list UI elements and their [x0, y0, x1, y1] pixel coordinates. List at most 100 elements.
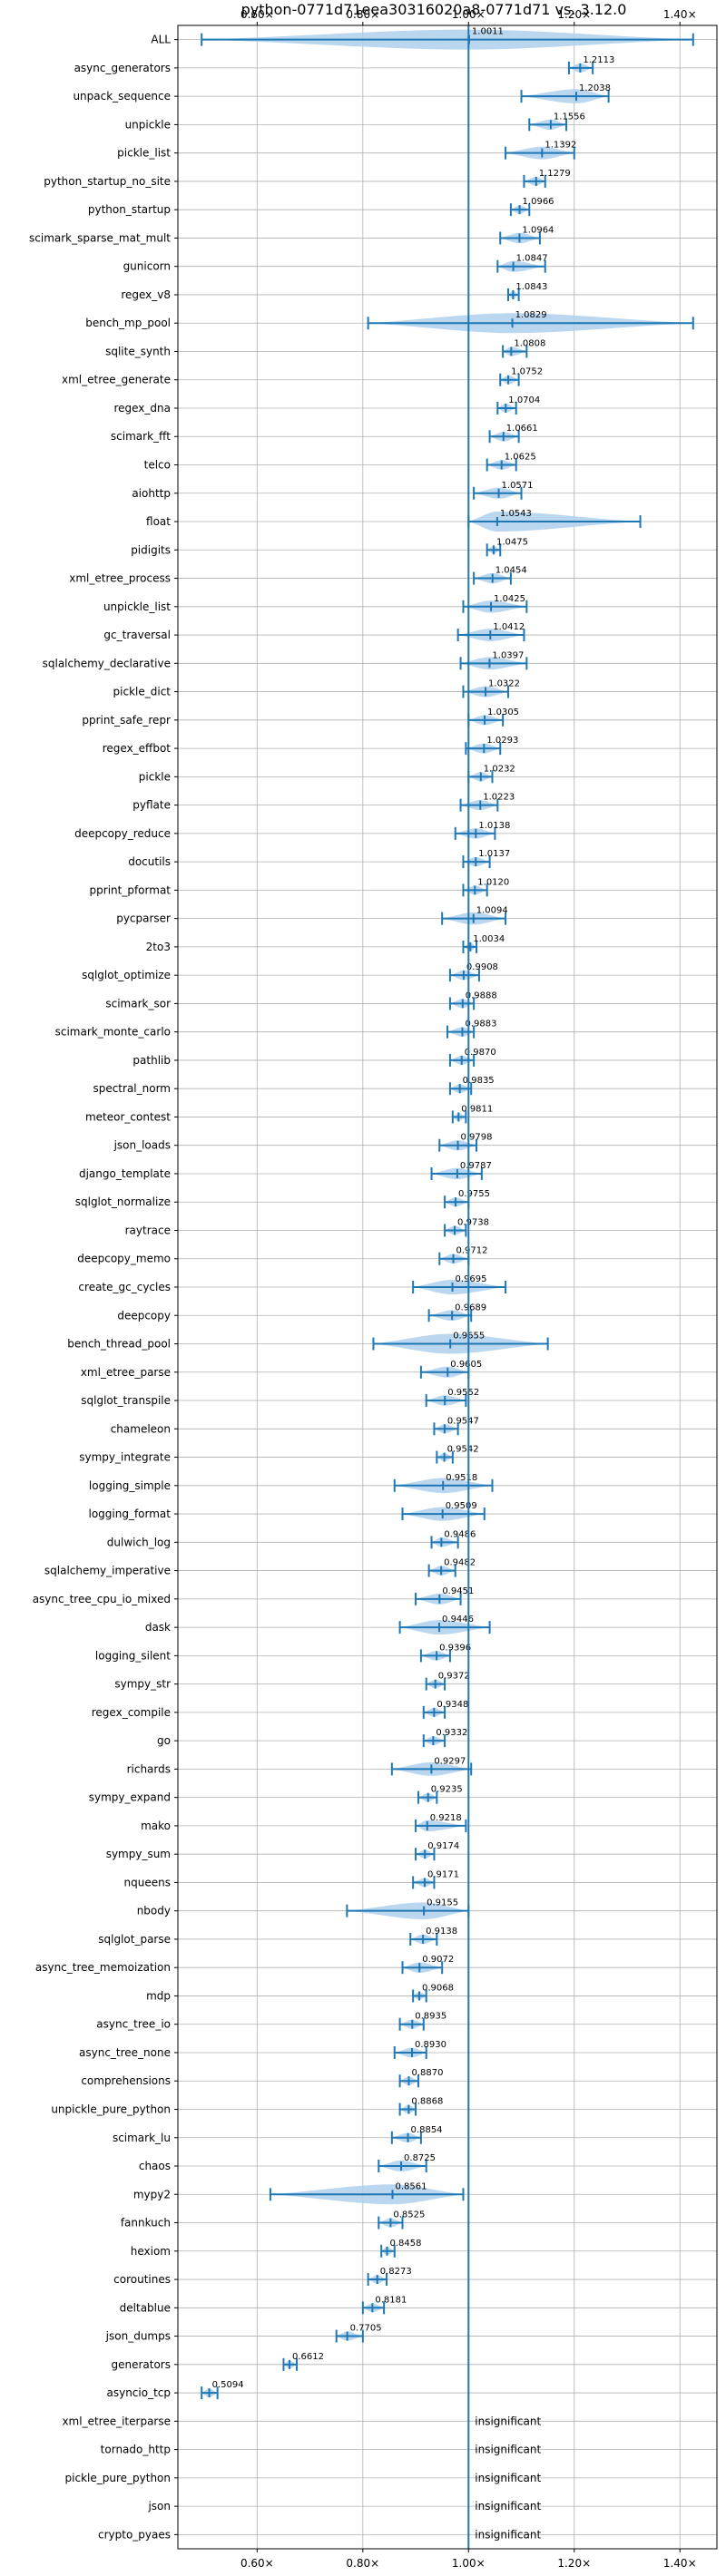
median-value-label: 0.9689 [455, 1303, 486, 1312]
benchmark-name: sympy_sum [106, 1848, 171, 1860]
benchmark-name: regex_compile [92, 1706, 171, 1719]
benchmark-name: hexiom [131, 2245, 171, 2258]
benchmark-name: raytrace [125, 1224, 171, 1236]
median-value-label: 1.0475 [496, 537, 528, 547]
benchmark-name: deltablue [120, 2301, 171, 2314]
benchmark-name: aiohttp [132, 487, 171, 500]
plot-marks: 1.0011 1.2113 1.2038 1.1556 1.1392 1.1279 1.09… [201, 25, 694, 2549]
axis-ticks: 0.60× 0.60× 0.80× 0.80× 1.00× 1.00× 1.20× 1.20×… [240, 8, 697, 2570]
median-value-label: 1.2113 [583, 55, 614, 65]
median-value-label: 1.1556 [554, 112, 585, 122]
median-value-label: 0.9332 [436, 1728, 467, 1738]
median-value-label: 1.0322 [488, 679, 520, 689]
benchmark-name: chaos [139, 2160, 171, 2172]
bottom-tick-label: 0.80× [346, 2557, 379, 2570]
median-value-label: 1.0011 [472, 27, 504, 37]
median-value-label: 0.9888 [466, 990, 497, 1000]
benchmark-name: unpickle_pure_python [51, 2103, 171, 2115]
median-value-label: 0.9155 [427, 1898, 458, 1908]
benchmark-name: pyflate [132, 799, 171, 812]
benchmark-name: pickle_list [117, 147, 171, 160]
bottom-tick-label: 1.00× [452, 2557, 486, 2570]
benchmark-name: pycparser [116, 912, 171, 925]
median-value-label: 1.0808 [514, 338, 545, 348]
median-value-label: 1.0305 [487, 707, 519, 717]
benchmark-name: deepcopy [117, 1309, 171, 1322]
benchmark-name: sqlite_synth [105, 345, 171, 357]
benchmark-name: ALL [151, 34, 171, 46]
median-value-label: 1.0543 [500, 509, 532, 519]
median-value-label: 0.8561 [395, 2181, 427, 2191]
median-value-label: 0.9811 [461, 1104, 493, 1114]
benchmark-name: regex_dna [113, 402, 171, 415]
benchmark-name: spectral_norm [93, 1082, 171, 1095]
median-value-label: 0.9509 [446, 1501, 477, 1511]
median-value-label: 0.9348 [437, 1700, 468, 1710]
benchmark-name: pickle [139, 770, 171, 783]
benchmark-name: logging_silent [95, 1649, 171, 1662]
median-value-label: 0.9446 [442, 1615, 474, 1625]
median-value-label: 0.9835 [463, 1076, 495, 1086]
benchmark-name: regex_v8 [121, 288, 171, 301]
median-value-label: 1.0829 [515, 310, 547, 320]
bottom-tick-label: 0.60× [240, 2557, 274, 2570]
median-value-label: 0.8273 [380, 2267, 412, 2277]
benchmark-name: telco [144, 459, 171, 472]
benchmark-name: unpickle_list [103, 600, 171, 613]
benchmark-name: crypto_pyaes [98, 2528, 171, 2541]
median-value-label: 1.0964 [522, 225, 554, 235]
median-value-label: 1.0625 [505, 453, 536, 463]
benchmark-name: async_tree_io [96, 2018, 171, 2031]
benchmark-name: unpack_sequence [73, 90, 171, 102]
median-value-label: 0.9870 [465, 1048, 496, 1058]
benchmark-name: meteor_contest [85, 1110, 171, 1123]
benchmark-name: sympy_expand [89, 1791, 171, 1804]
median-value-label: 0.8525 [393, 2210, 425, 2220]
median-value-label: 0.8935 [415, 2012, 446, 2022]
benchmark-name: async_generators [74, 62, 171, 74]
top-tick-label: 1.20× [557, 8, 591, 21]
benchmark-name: dulwich_log [107, 1536, 171, 1548]
benchmark-name: pickle_pure_python [65, 2472, 171, 2484]
median-value-label: 1.1279 [539, 169, 571, 179]
median-value-label: 1.0137 [478, 849, 510, 859]
benchmark-name: 2to3 [146, 941, 171, 953]
benchmark-name: unpickle [125, 118, 171, 131]
benchmark-name: python_startup_no_site [44, 175, 171, 188]
top-tick-label: 0.80× [346, 8, 379, 21]
benchmark-name: deepcopy_memo [77, 1253, 171, 1265]
benchmark-name: gc_traversal [103, 629, 171, 641]
median-value-label: 0.9695 [456, 1274, 487, 1284]
median-value-label: 0.9738 [457, 1217, 489, 1227]
median-value-label: 0.9798 [461, 1133, 493, 1143]
median-value-label: 0.9218 [430, 1813, 462, 1823]
median-value-label: 1.0571 [502, 481, 534, 491]
median-value-label: 0.9482 [444, 1558, 476, 1568]
benchmark-name: sqlglot_parse [98, 1933, 171, 1946]
chart-title: python-0771d71eea30316020a8-0771d71 vs. … [241, 1, 627, 18]
median-value-label: 0.9235 [431, 1785, 463, 1795]
benchmark-name: scimark_monte_carlo [55, 1026, 171, 1039]
median-value-label: 1.0752 [511, 367, 543, 377]
top-tick-label: 1.40× [663, 8, 697, 21]
median-value-label: 0.9396 [439, 1643, 471, 1653]
benchmark-name: richards [127, 1762, 171, 1775]
median-value-label: 0.9486 [444, 1529, 476, 1539]
benchmark-name: comprehensions [81, 2074, 171, 2087]
benchmark-name: gunicorn [123, 260, 171, 273]
benchmark-name: docutils [128, 855, 171, 868]
benchmark-name: xml_etree_process [69, 572, 171, 585]
median-value-label: 0.9552 [447, 1388, 479, 1398]
median-value-label: 1.0425 [494, 594, 525, 604]
benchmark-name: xml_etree_parse [81, 1366, 171, 1379]
bottom-tick-label: 1.20× [557, 2557, 591, 2570]
benchmark-name: pickle_dict [113, 686, 172, 698]
median-value-label: 1.0034 [473, 934, 505, 944]
benchmark-name: scimark_sparse_mat_mult [29, 231, 171, 244]
benchmark-name: bench_mp_pool [85, 317, 171, 329]
median-value-label: 1.0138 [478, 821, 510, 831]
median-value-label: 1.0847 [516, 254, 548, 264]
median-value-label: 0.8870 [411, 2068, 443, 2078]
top-tick-label: 0.60× [240, 8, 274, 21]
